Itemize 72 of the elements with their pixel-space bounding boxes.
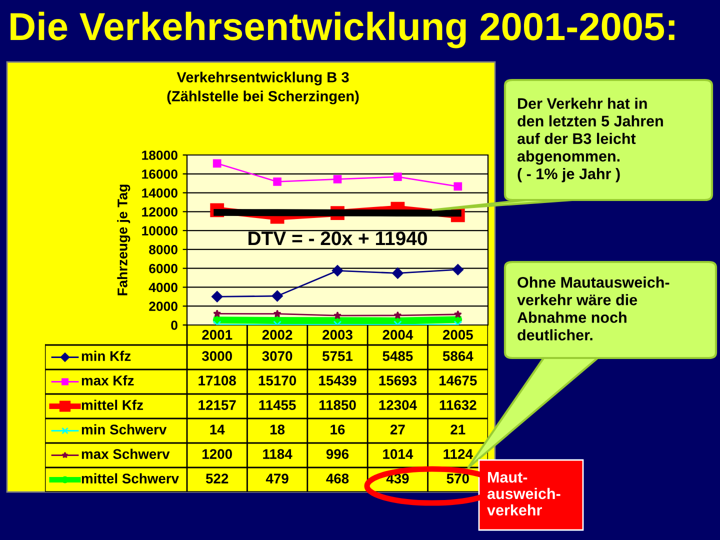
text: Maut- ausweich- verkehr — [487, 472, 560, 516]
data-label: 5485 — [382, 351, 413, 361]
legend-label: mittel Kfz — [82, 400, 143, 410]
data-label: 11850 — [319, 400, 356, 410]
data-label: 15693 — [379, 376, 417, 386]
point — [332, 265, 344, 276]
x-tick-label: 2002 — [262, 330, 292, 340]
point — [454, 310, 462, 318]
data-label: 11455 — [259, 400, 296, 410]
chart-title: Die Verkehrsentwicklung 2001-2005: — [10, 12, 674, 48]
data-label: 5751 — [322, 351, 353, 361]
data-label: 12157 — [198, 400, 236, 410]
data-label: 12304 — [379, 400, 417, 410]
point — [273, 310, 282, 318]
data-label: 17108 — [198, 376, 236, 386]
data-label: 468 — [326, 474, 349, 484]
data-label: 1014 — [383, 449, 414, 459]
y-axis-title: Fahrzeuge je Tag — [117, 184, 130, 296]
data-label: 15439 — [319, 376, 356, 386]
y-tick-label: 4000 — [148, 282, 178, 292]
data-label: 11632 — [440, 400, 476, 410]
data-label: 14 — [210, 424, 225, 434]
y-tick-label: 18000 — [142, 150, 178, 160]
data-label: 570 — [446, 474, 469, 484]
data-label: 1184 — [263, 449, 292, 459]
point — [273, 178, 282, 186]
point — [272, 290, 283, 302]
data-label: 16 — [330, 424, 345, 434]
x-tick-label: 2004 — [382, 330, 414, 340]
data-label: 15170 — [258, 376, 296, 386]
data-label: 996 — [326, 449, 349, 459]
data-label: 18 — [270, 424, 285, 434]
text: Ohne Mautausweich- verkehr wäre die Abnahme noch deutlicher. — [517, 276, 670, 340]
y-tick-label: 14000 — [142, 188, 178, 198]
data-label: 3000 — [202, 351, 232, 361]
data-label: 522 — [206, 474, 228, 484]
point — [333, 175, 342, 184]
y-tick-label: 0 — [171, 320, 178, 330]
point — [213, 310, 222, 318]
chart-subtitle: Verkehrsentwicklung B 3 (Zählstelle bei Scherzingen) — [167, 72, 359, 104]
legend-label: max Schwerv — [82, 448, 170, 459]
point — [454, 182, 462, 191]
point — [452, 264, 464, 276]
point — [392, 268, 404, 279]
data-label: 21 — [450, 424, 466, 434]
point — [212, 159, 222, 168]
y-tick-label: 8000 — [149, 245, 178, 254]
data-label: 3070 — [262, 351, 292, 361]
point — [394, 311, 402, 319]
point — [211, 291, 223, 302]
legend-label: min Schwerv — [82, 424, 167, 434]
y-tick-label: 6000 — [149, 264, 178, 274]
x-tick-label: 2001 — [202, 330, 232, 340]
data-label: 1124 — [444, 449, 473, 459]
legend-label: mittel Schwerv — [82, 473, 179, 484]
data-label: 27 — [390, 424, 405, 434]
y-tick-label: 12000 — [142, 207, 178, 217]
data-label: 14675 — [439, 376, 477, 386]
y-tick-label: 2000 — [149, 302, 178, 312]
data-label: 5864 — [442, 351, 474, 361]
data-label: 479 — [266, 474, 288, 484]
x-tick-label: 2003 — [322, 330, 352, 340]
x-tick-label: 2005 — [442, 330, 473, 340]
legend-label: min Kfz — [82, 350, 131, 361]
point — [334, 311, 342, 320]
point — [394, 172, 402, 181]
y-tick-label: 16000 — [142, 169, 178, 179]
y-tick-label: 10000 — [142, 226, 178, 236]
annotation: DTV = - 20x + 11940 — [248, 231, 427, 246]
legend-label: max Kfz — [82, 375, 134, 386]
data-label: 1200 — [202, 449, 232, 459]
text: Der Verkehr hat in den letzten 5 Jahren auf der B3 leicht abgenommen. ( - 1% je Jahr ) — [517, 98, 663, 182]
